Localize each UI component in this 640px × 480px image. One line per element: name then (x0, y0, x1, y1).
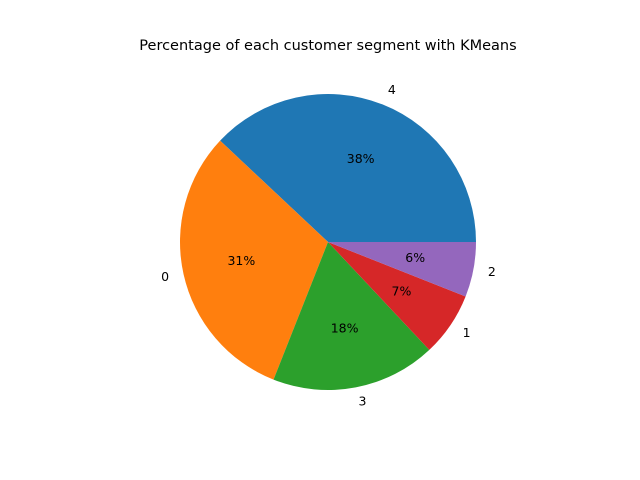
slice-label-2: 2 (488, 264, 496, 279)
slice-percent-4: 38% (347, 151, 375, 166)
pie-slice-4 (220, 93, 477, 242)
slice-percent-0: 31% (227, 253, 255, 268)
slice-label-1: 1 (463, 325, 471, 340)
pie-slice-2 (328, 242, 476, 297)
pie-slice-1 (328, 242, 466, 350)
pie-slice-0 (179, 140, 328, 380)
chart-title: Percentage of each customer segment with… (139, 38, 516, 54)
slice-label-4: 4 (388, 82, 396, 97)
slice-percent-3: 18% (331, 321, 359, 336)
pie-labels: 4 38% 0 31% 3 18% 1 7% 2 6% (161, 82, 496, 408)
pie-slice-3 (273, 242, 430, 390)
slice-label-3: 3 (359, 393, 367, 408)
slice-label-0: 0 (161, 269, 169, 284)
slice-percent-1: 7% (392, 283, 412, 298)
pie-slices (179, 93, 477, 390)
slice-percent-2: 6% (405, 250, 425, 265)
